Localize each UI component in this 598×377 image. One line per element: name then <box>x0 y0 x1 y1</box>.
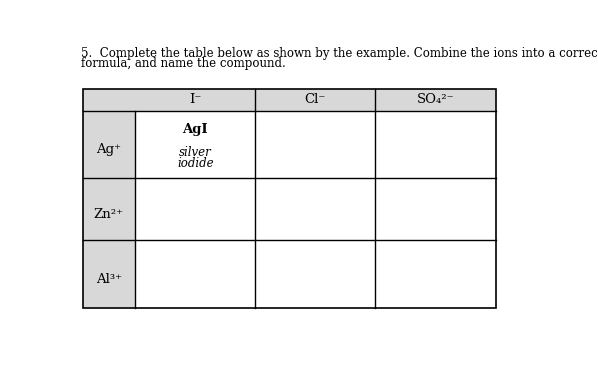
Text: Ag⁺: Ag⁺ <box>96 144 121 156</box>
Text: formula, and name the compound.: formula, and name the compound. <box>81 57 286 70</box>
Text: Zn²⁺: Zn²⁺ <box>94 208 124 221</box>
Bar <box>83 89 496 111</box>
Bar <box>255 178 376 240</box>
Text: Al³⁺: Al³⁺ <box>96 273 122 286</box>
Bar <box>83 240 135 308</box>
Bar <box>135 111 255 178</box>
Bar <box>83 111 135 178</box>
Bar <box>135 240 255 308</box>
Bar <box>83 178 135 240</box>
Text: 5.  Complete the table below as shown by the example. Combine the ions into a co: 5. Complete the table below as shown by … <box>81 47 598 60</box>
Bar <box>376 178 496 240</box>
Bar <box>255 240 376 308</box>
Bar <box>376 240 496 308</box>
Text: silver: silver <box>179 146 212 159</box>
Bar <box>376 111 496 178</box>
Text: I⁻: I⁻ <box>189 93 202 106</box>
Text: SO₄²⁻: SO₄²⁻ <box>417 93 454 106</box>
Bar <box>83 89 496 308</box>
Text: AgI: AgI <box>182 123 208 136</box>
Bar <box>135 178 255 240</box>
Text: iodide: iodide <box>177 157 213 170</box>
Text: Cl⁻: Cl⁻ <box>305 93 326 106</box>
Bar <box>255 111 376 178</box>
